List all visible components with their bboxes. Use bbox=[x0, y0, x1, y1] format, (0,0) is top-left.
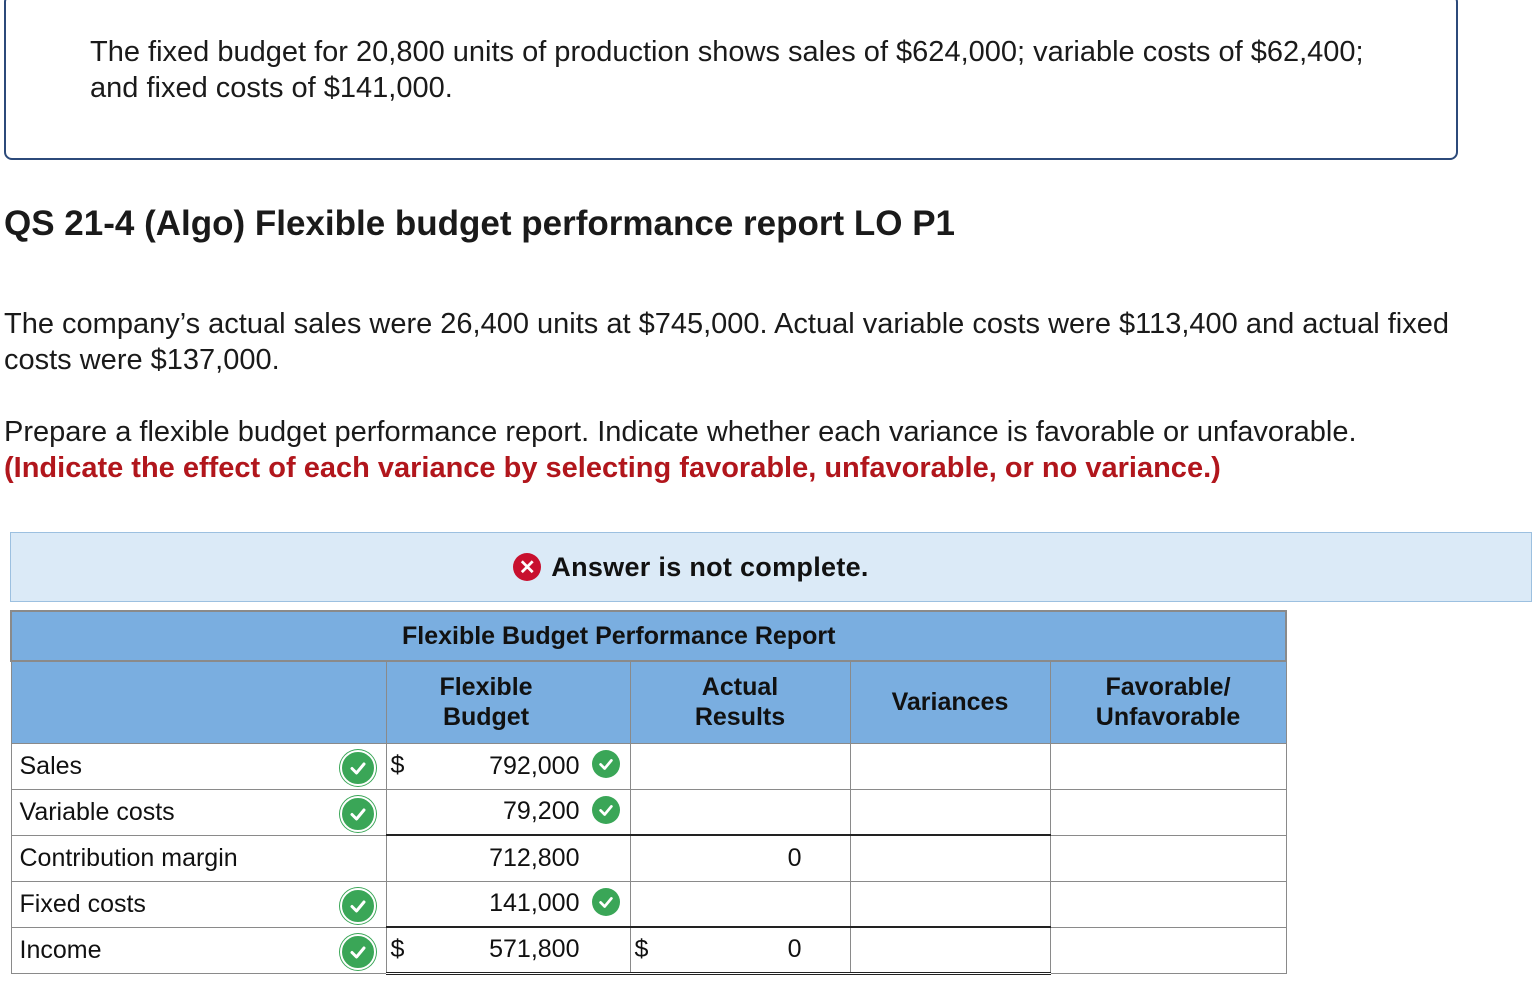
variance-input[interactable] bbox=[849, 926, 1051, 975]
actual-results-total: 0 bbox=[629, 834, 851, 882]
report-title: Flexible Budget Performance Report bbox=[402, 621, 836, 650]
row-label-text: Income bbox=[19, 935, 102, 964]
check-icon bbox=[591, 750, 620, 778]
dollar-sign: $ bbox=[390, 934, 405, 963]
flexible-budget-report-table: Flexible Budget Performance Report Flexi… bbox=[9, 610, 1288, 975]
actual-results-value: 0 bbox=[787, 843, 802, 872]
check-icon bbox=[591, 887, 620, 916]
question-paragraph-2: Prepare a flexible budget performance re… bbox=[4, 414, 1524, 486]
actual-results-input[interactable] bbox=[629, 742, 851, 790]
header-flexible-budget: Flexible Budget bbox=[385, 660, 631, 744]
actual-results-total: $ 0 bbox=[629, 926, 851, 975]
flexible-budget-value: 571,800 bbox=[489, 935, 580, 964]
report-title-cell: Flexible Budget Performance Report bbox=[9, 610, 1288, 662]
favorable-unfavorable-select[interactable] bbox=[1049, 834, 1287, 882]
check-icon bbox=[339, 750, 376, 786]
check-icon bbox=[339, 888, 376, 924]
variance-input[interactable] bbox=[849, 880, 1051, 928]
variance-input[interactable] bbox=[849, 834, 1051, 882]
row-label-text: Contribution margin bbox=[10, 834, 387, 882]
favorable-unfavorable-select[interactable] bbox=[1049, 926, 1287, 974]
table-row: Income $ 571,800 $ 0 bbox=[10, 926, 1287, 975]
row-label-text: Contribution margin bbox=[19, 843, 238, 872]
intro-box bbox=[4, 0, 1458, 160]
flexible-budget-value: 712,800 bbox=[489, 843, 580, 872]
flexible-budget-total: $ 571,800 bbox=[385, 926, 631, 975]
x-circle-icon: ✕ bbox=[513, 553, 542, 581]
actual-results-input[interactable] bbox=[629, 788, 851, 836]
actual-results-input[interactable] bbox=[629, 880, 851, 928]
dollar-sign: $ bbox=[634, 934, 649, 963]
answer-status-text: Answer is not complete. bbox=[551, 551, 869, 582]
table-row: Variable costs 79,200 bbox=[10, 788, 1287, 836]
row-label-text: Sales bbox=[19, 751, 83, 780]
header-actual-results: Actual Results bbox=[629, 660, 851, 744]
favorable-unfavorable-select[interactable] bbox=[1049, 880, 1287, 928]
row-label-input[interactable]: Fixed costs bbox=[10, 880, 387, 928]
row-label-input[interactable]: Income bbox=[10, 926, 387, 974]
flexible-budget-value: 79,200 bbox=[503, 797, 580, 826]
check-icon bbox=[591, 795, 620, 824]
row-label-input[interactable]: Sales bbox=[10, 742, 387, 790]
header-blank bbox=[10, 660, 387, 744]
variance-input[interactable] bbox=[849, 742, 1051, 790]
variance-input[interactable] bbox=[849, 788, 1051, 836]
flexible-budget-total: 712,800 bbox=[385, 834, 631, 882]
row-label-input[interactable]: Variable costs bbox=[10, 788, 387, 836]
question-title: QS 21-4 (Algo) Flexible budget performan… bbox=[4, 204, 955, 243]
check-icon bbox=[339, 796, 376, 832]
header-favorable-unfavorable: Favorable/ Unfavorable bbox=[1049, 660, 1287, 744]
question-prompt: Prepare a flexible budget performance re… bbox=[4, 416, 1357, 448]
flexible-budget-value: 141,000 bbox=[489, 889, 580, 918]
question-paragraph-1: The company’s actual sales were 26,400 u… bbox=[4, 308, 1450, 376]
flexible-budget-input[interactable]: $ 792,000 bbox=[385, 742, 631, 790]
favorable-unfavorable-select[interactable] bbox=[1049, 742, 1287, 790]
dollar-sign: $ bbox=[390, 751, 405, 779]
actual-results-value: 0 bbox=[787, 935, 802, 964]
flexible-budget-input[interactable]: 141,000 bbox=[385, 880, 631, 928]
row-label-text: Variable costs bbox=[19, 797, 175, 826]
row-label-text: Fixed costs bbox=[19, 889, 146, 918]
answer-status-banner: ✕ Answer is not complete. bbox=[10, 532, 1532, 602]
question-instruction: (Indicate the effect of each variance by… bbox=[4, 452, 1221, 484]
table-row: Fixed costs 141,000 bbox=[10, 880, 1287, 928]
flexible-budget-value: 792,000 bbox=[489, 751, 580, 780]
check-icon bbox=[339, 934, 376, 970]
table-row: Contribution margin 712,800 0 bbox=[10, 834, 1287, 882]
header-variances: Variances bbox=[849, 660, 1051, 744]
favorable-unfavorable-select[interactable] bbox=[1049, 788, 1287, 836]
intro-text: The fixed budget for 20,800 units of pro… bbox=[90, 36, 1364, 104]
table-row: Sales $ 792,000 bbox=[10, 742, 1287, 790]
flexible-budget-input[interactable]: 79,200 bbox=[385, 788, 631, 836]
